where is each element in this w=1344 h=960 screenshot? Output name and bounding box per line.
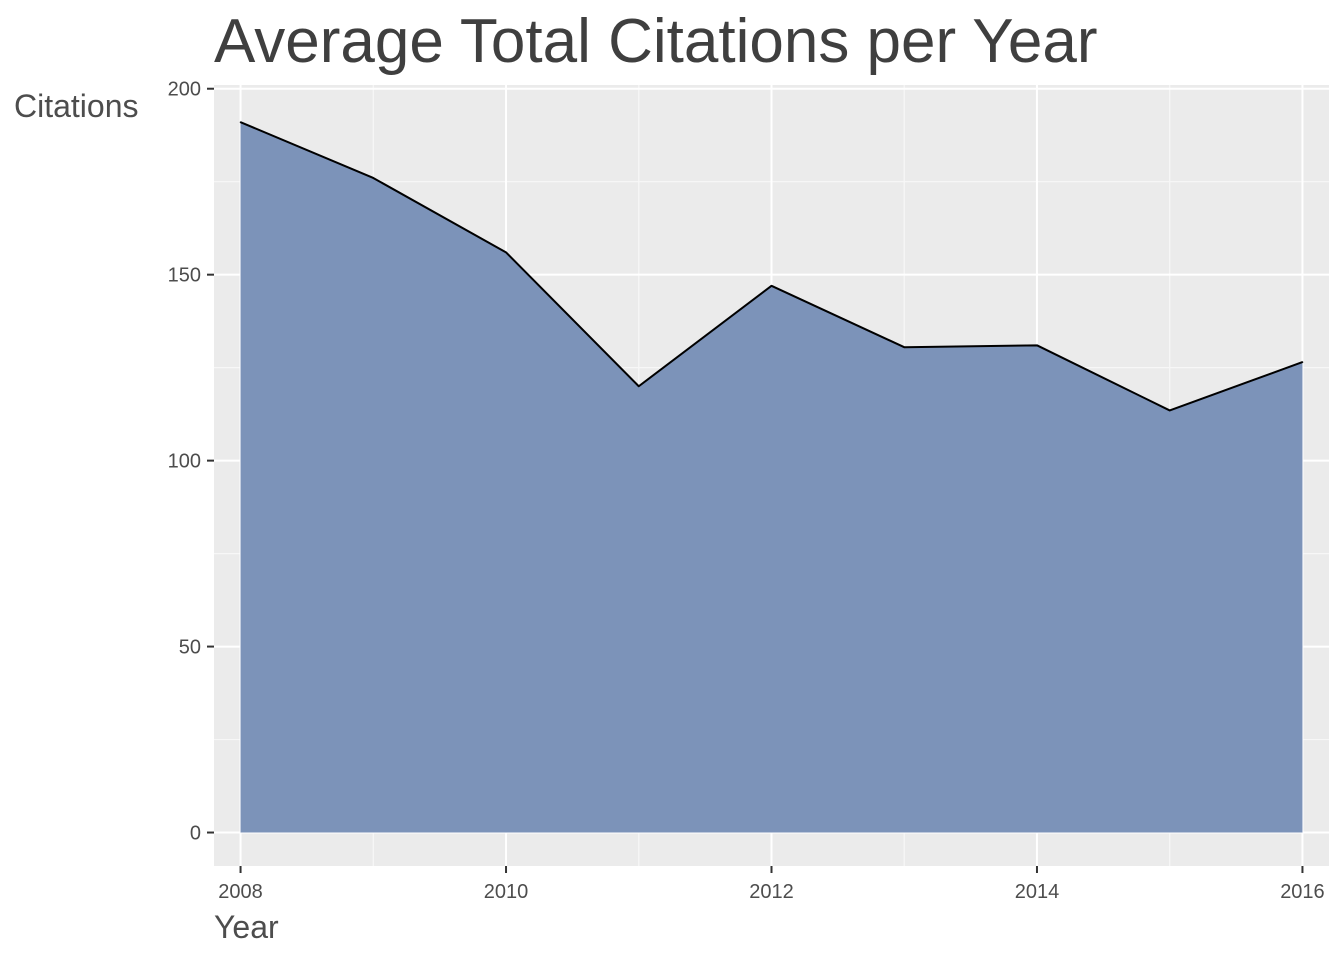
x-tick-label: 2010	[484, 881, 529, 903]
x-tick-label: 2014	[1015, 881, 1060, 903]
y-axis: 0 50 100 150 200	[168, 79, 214, 845]
y-tick-label: 0	[190, 823, 201, 845]
y-tick-label: 200	[168, 79, 201, 101]
x-axis: 2008 2010 2012 2014 2016	[218, 866, 1325, 903]
x-axis-label: Year	[214, 909, 279, 945]
y-axis-label: Citations	[14, 88, 139, 124]
y-tick-label: 100	[168, 451, 201, 473]
chart-title: Average Total Citations per Year	[214, 7, 1098, 76]
y-tick-label: 150	[168, 265, 201, 287]
x-tick-label: 2008	[218, 881, 263, 903]
x-tick-label: 2012	[749, 881, 794, 903]
area-fill	[240, 122, 1303, 833]
x-tick-label: 2016	[1280, 881, 1325, 903]
y-tick-label: 50	[179, 637, 201, 659]
series-line	[240, 121, 1303, 412]
